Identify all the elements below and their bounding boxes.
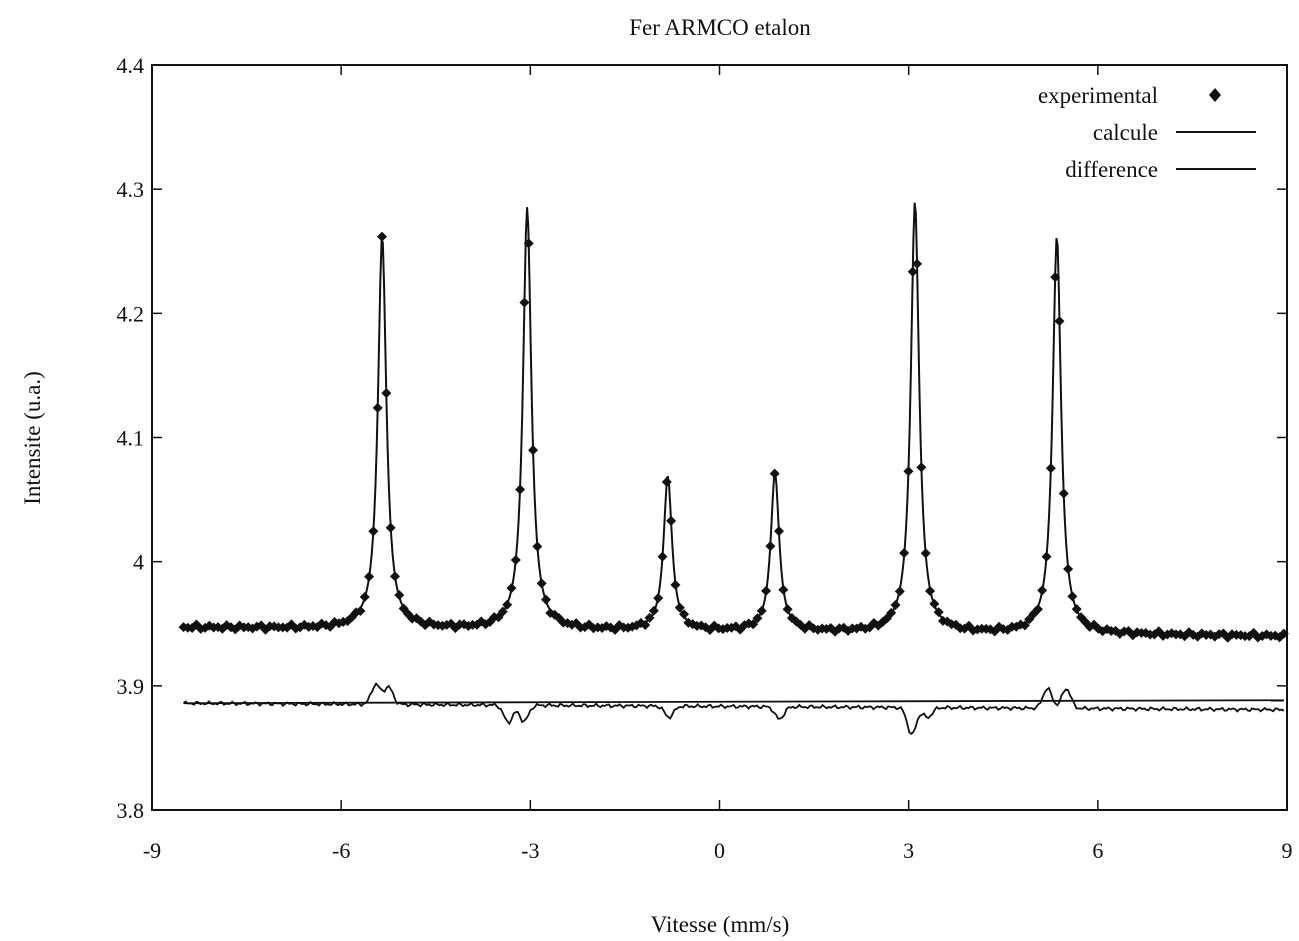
experimental-point: [1037, 585, 1048, 596]
experimental-point: [528, 445, 539, 456]
experimental-point: [925, 586, 936, 597]
experimental-point: [1067, 591, 1078, 602]
legend: experimental calcule difference: [1038, 83, 1256, 182]
experimental-point: [761, 585, 772, 596]
experimental-point: [497, 606, 508, 617]
experimental-point: [644, 612, 655, 623]
experimental-point: [679, 609, 690, 620]
experimental-point: [890, 600, 901, 611]
experimental-point: [674, 602, 685, 613]
y-axis-label: Intensite (u.a.): [20, 371, 45, 504]
experimental-point: [523, 238, 534, 249]
y-tick-label: 4.2: [117, 301, 145, 326]
experimental-point: [907, 266, 918, 277]
experimental-point: [912, 258, 923, 269]
experimental-point: [1050, 272, 1061, 283]
experimental-point: [389, 571, 400, 582]
x-tick-label: 6: [1092, 838, 1103, 863]
experimental-point: [536, 578, 547, 589]
experimental-point: [1041, 551, 1052, 562]
experimental-point: [657, 551, 668, 562]
experimental-point: [377, 231, 388, 242]
experimental-point: [653, 593, 664, 604]
experimental-point: [394, 590, 405, 601]
experimental-point: [381, 388, 392, 399]
experimental-point: [510, 554, 521, 565]
chart-title: Fer ARMCO etalon: [629, 15, 811, 40]
x-tick-label: 3: [903, 838, 914, 863]
legend-label-difference: difference: [1065, 157, 1158, 182]
experimental-point: [670, 579, 681, 590]
experimental-point: [748, 619, 759, 630]
experimental-point: [355, 605, 366, 616]
x-tick-label: -6: [332, 838, 350, 863]
experimental-point: [661, 477, 672, 488]
experimental-point: [506, 583, 517, 594]
experimental-point: [1019, 620, 1030, 631]
x-tick-label: 9: [1282, 838, 1293, 863]
experimental-point: [532, 541, 543, 552]
experimental-point: [916, 462, 927, 473]
experimental-point: [920, 548, 931, 559]
experimental-point: [1058, 488, 1069, 499]
experimental-point: [773, 526, 784, 537]
experimental-point: [1278, 628, 1289, 639]
experimental-point: [368, 526, 379, 537]
calcule-curve: [183, 202, 1284, 637]
legend-label-experimental: experimental: [1038, 83, 1158, 108]
series-calcule: [183, 202, 1284, 637]
experimental-point: [519, 297, 530, 308]
series-experimental: [178, 231, 1289, 643]
experimental-point: [640, 620, 651, 631]
experimental-point: [648, 605, 659, 616]
experimental-point: [756, 605, 767, 616]
axis-ticks: -9 -6 -3 0 3 6 9 3.8 3.9 4 4.1 4.2 4.3 4.4: [117, 53, 1293, 863]
experimental-point: [385, 522, 396, 533]
experimental-point: [782, 604, 793, 615]
y-tick-label: 4: [133, 550, 144, 575]
series-difference: [182, 681, 1285, 736]
y-tick-label: 4.3: [117, 177, 145, 202]
x-tick-label: -9: [143, 838, 161, 863]
experimental-point: [515, 484, 526, 495]
experimental-point: [502, 599, 513, 610]
experimental-point: [372, 402, 383, 413]
experimental-point: [929, 598, 940, 609]
experimental-point: [752, 613, 763, 624]
legend-marker-experimental: [1209, 88, 1221, 102]
experimental-point: [1045, 463, 1056, 474]
y-tick-label: 4.1: [117, 426, 145, 451]
experimental-point: [364, 571, 375, 582]
experimental-point: [765, 541, 776, 552]
experimental-point: [886, 607, 897, 618]
experimental-point: [899, 548, 910, 559]
experimental-point: [666, 515, 677, 526]
experimental-point: [1063, 564, 1074, 575]
x-tick-label: 0: [714, 838, 725, 863]
experimental-point: [778, 584, 789, 595]
experimental-point: [769, 468, 780, 479]
experimental-point: [1054, 316, 1065, 327]
experimental-point: [894, 586, 905, 597]
experimental-point: [540, 594, 551, 605]
experimental-point: [933, 607, 944, 618]
experimental-point: [359, 591, 370, 602]
experimental-point: [1071, 604, 1082, 615]
legend-label-calcule: calcule: [1093, 120, 1158, 145]
experimental-point: [1032, 604, 1043, 615]
experimental-point: [247, 623, 258, 634]
experimental-point: [903, 466, 914, 477]
difference-baseline: [183, 699, 1284, 705]
difference-curve: [182, 681, 1285, 736]
y-tick-label: 4.4: [117, 53, 145, 78]
y-tick-label: 3.8: [117, 798, 145, 823]
y-tick-label: 3.9: [117, 674, 145, 699]
x-axis-label: Vitesse (mm/s): [651, 912, 790, 937]
x-tick-label: -3: [521, 838, 539, 863]
